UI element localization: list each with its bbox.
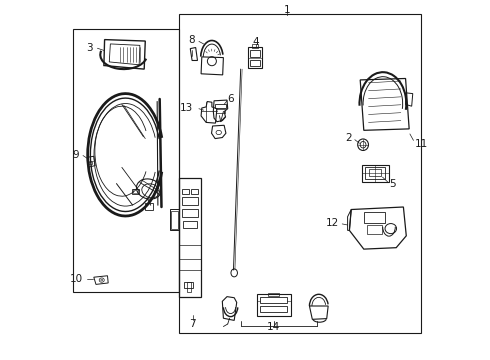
Bar <box>252 44 258 48</box>
Bar <box>133 189 138 193</box>
Bar <box>171 211 178 229</box>
Text: 12: 12 <box>326 218 339 228</box>
Bar <box>73 29 179 292</box>
Bar <box>179 14 421 333</box>
Bar <box>184 282 193 288</box>
Text: 14: 14 <box>267 322 280 332</box>
Bar <box>362 165 389 182</box>
Bar <box>364 212 386 223</box>
Bar <box>215 104 226 108</box>
Bar <box>187 282 191 292</box>
Bar <box>182 209 198 217</box>
Text: 5: 5 <box>389 179 395 189</box>
Text: 4: 4 <box>252 37 259 48</box>
Bar <box>260 297 288 303</box>
Bar <box>182 197 198 205</box>
Bar <box>269 293 279 296</box>
Bar <box>365 167 385 179</box>
Bar <box>170 209 179 230</box>
Bar <box>260 306 288 312</box>
Text: 7: 7 <box>190 319 196 329</box>
Text: 13: 13 <box>179 103 193 113</box>
Bar <box>248 47 262 68</box>
Text: 3: 3 <box>86 42 93 53</box>
Text: 8: 8 <box>188 35 195 45</box>
Bar <box>216 109 225 113</box>
Bar <box>250 60 260 66</box>
Bar <box>132 189 139 194</box>
Text: 1: 1 <box>284 5 291 15</box>
Bar <box>145 203 153 210</box>
Text: 10: 10 <box>70 274 83 284</box>
Bar <box>250 50 260 57</box>
Bar <box>191 189 198 194</box>
Text: 2: 2 <box>345 132 352 143</box>
Bar <box>368 225 382 234</box>
Bar <box>179 178 201 297</box>
Text: 6: 6 <box>227 94 234 104</box>
Text: 9: 9 <box>73 150 79 160</box>
Text: 11: 11 <box>415 139 428 149</box>
Bar <box>182 189 189 194</box>
Bar <box>369 169 381 176</box>
Bar <box>183 221 197 228</box>
Bar <box>257 294 291 316</box>
